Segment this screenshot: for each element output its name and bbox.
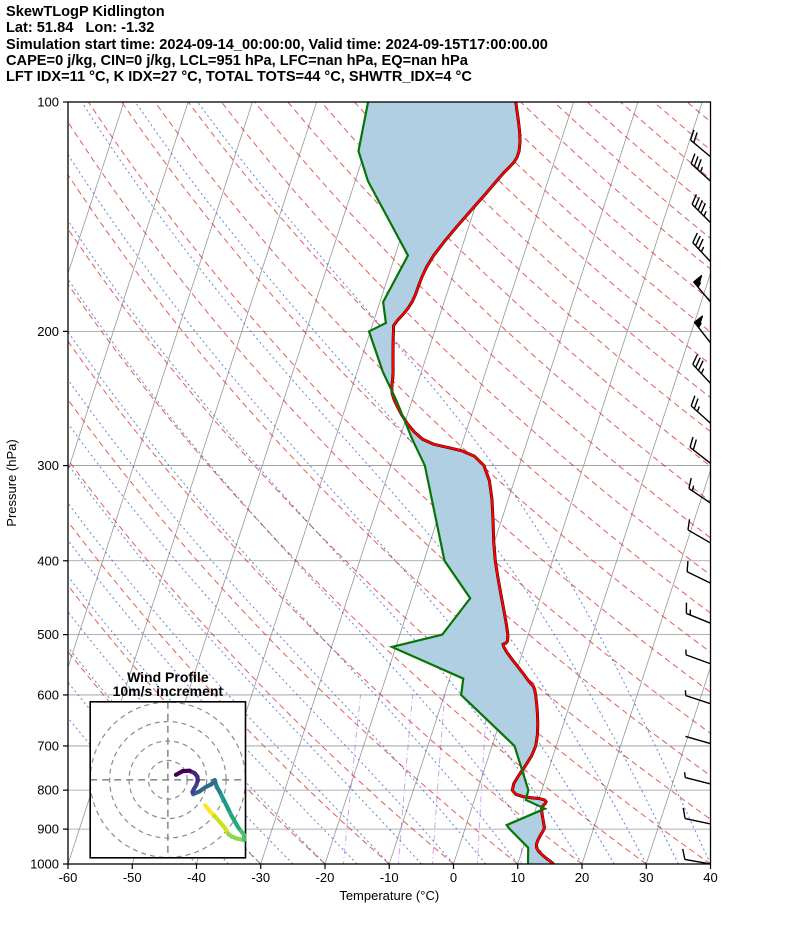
svg-text:30: 30 xyxy=(639,870,653,885)
svg-text:600: 600 xyxy=(37,687,59,702)
svg-text:800: 800 xyxy=(37,783,59,798)
svg-text:-50: -50 xyxy=(123,870,142,885)
svg-text:200: 200 xyxy=(37,324,59,339)
svg-text:100: 100 xyxy=(37,95,59,110)
svg-text:10: 10 xyxy=(511,870,525,885)
svg-text:10m/s increment: 10m/s increment xyxy=(113,683,224,699)
svg-text:-10: -10 xyxy=(380,870,399,885)
svg-text:20: 20 xyxy=(575,870,589,885)
svg-text:Temperature (°C): Temperature (°C) xyxy=(339,888,439,903)
svg-text:500: 500 xyxy=(37,627,59,642)
svg-text:300: 300 xyxy=(37,458,59,473)
svg-text:-60: -60 xyxy=(59,870,78,885)
svg-text:400: 400 xyxy=(37,553,59,568)
svg-text:0: 0 xyxy=(450,870,457,885)
svg-text:-30: -30 xyxy=(251,870,270,885)
svg-text:40: 40 xyxy=(703,870,717,885)
svg-text:-40: -40 xyxy=(187,870,206,885)
svg-text:-20: -20 xyxy=(316,870,335,885)
svg-text:1000: 1000 xyxy=(30,857,59,872)
svg-text:Pressure (hPa): Pressure (hPa) xyxy=(4,439,19,526)
svg-text:700: 700 xyxy=(37,738,59,753)
svg-text:900: 900 xyxy=(37,822,59,837)
